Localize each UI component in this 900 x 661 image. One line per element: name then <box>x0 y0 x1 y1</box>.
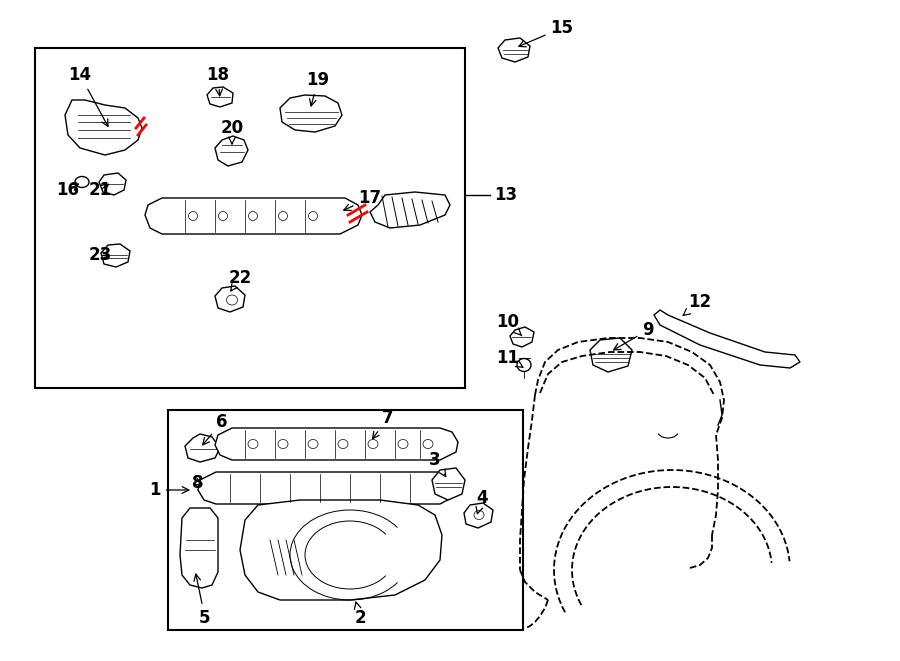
Text: 1: 1 <box>149 481 189 499</box>
Bar <box>168 410 523 630</box>
Polygon shape <box>215 286 245 312</box>
Polygon shape <box>654 310 800 368</box>
Text: 16: 16 <box>57 181 79 199</box>
Text: 3: 3 <box>429 451 445 477</box>
Ellipse shape <box>278 440 288 449</box>
Text: 20: 20 <box>220 119 244 144</box>
Polygon shape <box>198 472 458 504</box>
Text: 17: 17 <box>344 189 382 210</box>
Polygon shape <box>215 136 248 166</box>
Ellipse shape <box>219 212 228 221</box>
Polygon shape <box>101 244 130 267</box>
Polygon shape <box>215 428 458 460</box>
Polygon shape <box>207 87 233 107</box>
Polygon shape <box>145 198 362 234</box>
Polygon shape <box>65 100 142 155</box>
Ellipse shape <box>517 358 531 371</box>
Text: 7: 7 <box>373 409 394 439</box>
Ellipse shape <box>368 440 378 449</box>
Polygon shape <box>498 38 530 62</box>
Text: 2: 2 <box>355 602 365 627</box>
Polygon shape <box>510 327 534 347</box>
Text: 15: 15 <box>518 19 573 47</box>
Polygon shape <box>185 434 220 462</box>
Polygon shape <box>99 173 126 195</box>
Bar <box>35 48 465 388</box>
Text: 6: 6 <box>202 413 228 445</box>
Ellipse shape <box>75 176 89 188</box>
Ellipse shape <box>248 212 257 221</box>
Ellipse shape <box>188 212 197 221</box>
Ellipse shape <box>423 440 433 449</box>
Text: 11: 11 <box>497 349 523 368</box>
Ellipse shape <box>227 295 238 305</box>
Ellipse shape <box>248 440 258 449</box>
Ellipse shape <box>309 212 318 221</box>
Ellipse shape <box>278 212 287 221</box>
Text: 4: 4 <box>476 489 488 514</box>
Polygon shape <box>370 192 450 228</box>
Polygon shape <box>180 508 218 588</box>
Text: 22: 22 <box>229 269 252 291</box>
Ellipse shape <box>474 510 484 520</box>
Polygon shape <box>464 503 493 528</box>
Text: 9: 9 <box>614 321 653 350</box>
Text: 12: 12 <box>683 293 712 315</box>
Text: 13: 13 <box>494 186 518 204</box>
Polygon shape <box>280 95 342 132</box>
Ellipse shape <box>398 440 408 449</box>
Text: 23: 23 <box>88 246 112 264</box>
Polygon shape <box>432 468 465 500</box>
Text: 10: 10 <box>497 313 522 336</box>
Polygon shape <box>590 338 632 372</box>
Ellipse shape <box>308 440 318 449</box>
Text: 14: 14 <box>68 66 108 126</box>
Ellipse shape <box>338 440 348 449</box>
Text: 21: 21 <box>88 181 112 199</box>
Text: 18: 18 <box>206 66 230 96</box>
Text: 8: 8 <box>193 474 203 492</box>
Text: 19: 19 <box>306 71 329 106</box>
Text: 5: 5 <box>194 574 211 627</box>
Polygon shape <box>240 500 442 600</box>
